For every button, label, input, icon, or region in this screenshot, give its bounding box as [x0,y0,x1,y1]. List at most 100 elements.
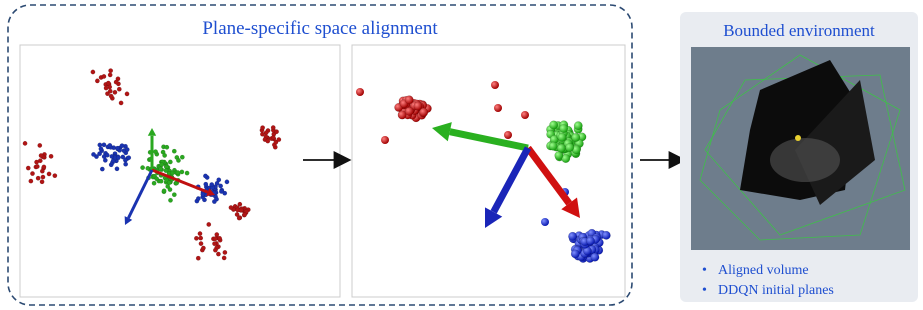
point-blue [568,232,576,240]
point-red [104,86,108,90]
point-green [572,133,580,141]
point-outlier [504,131,512,139]
point-red [23,141,27,145]
point-red [114,80,118,84]
point-green [557,144,565,152]
point-red [260,125,264,129]
point-blue [219,189,223,193]
point-green [176,170,180,174]
bullet: • [702,263,707,278]
point-red [271,135,275,139]
point-blue [210,182,214,186]
point-blue [196,196,200,200]
point-red [420,108,428,116]
point-red [26,166,30,170]
point-blue [591,253,599,261]
point-outlier [491,81,499,89]
point-red [213,248,217,252]
point-outlier [541,218,549,226]
env-title: Bounded environment [723,21,875,40]
point-green [176,158,180,162]
point-outlier [521,111,529,119]
point-blue [127,156,131,160]
point-red [223,250,227,254]
point-red [274,130,278,134]
point-red [113,90,117,94]
point-red [42,165,46,169]
point-red [38,143,42,147]
point-red [238,202,242,206]
point-green [168,160,172,164]
point-green [162,153,166,157]
point-blue [218,184,222,188]
point-red [34,160,38,164]
point-blue [102,143,106,147]
point-red [29,179,33,183]
point-red [277,137,281,141]
point-blue [201,192,205,196]
bullet-text: Aligned volume [718,263,809,278]
point-blue [115,146,119,150]
point-blue [203,174,207,178]
point-green [153,149,157,153]
point-red [102,74,106,78]
point-red [91,70,95,74]
point-red [199,241,203,245]
point-green [574,121,582,129]
page: Plane-specific space alignment Bounded e… [0,0,923,310]
point-red [215,232,219,236]
point-green [146,166,150,170]
point-red [222,256,226,260]
figure: Plane-specific space alignment Bounded e… [0,0,923,310]
bullet-text: DDQN initial planes [718,283,834,298]
point-red [198,236,202,240]
point-blue [115,167,119,171]
point-blue [121,155,125,159]
point-red [40,169,44,173]
point-red [198,231,202,235]
point-green [152,181,156,185]
point-blue [123,162,127,166]
point-red [201,246,205,250]
point-green [558,133,566,141]
point-red [108,89,112,93]
point-red [36,176,40,180]
point-blue [204,182,208,186]
point-red [49,154,53,158]
point-blue [99,147,103,151]
point-red [30,171,34,175]
point-red [196,256,200,260]
point-red [194,236,198,240]
point-red [40,180,44,184]
point-green [160,162,164,166]
point-red [216,252,220,256]
point-outlier [381,136,389,144]
point-green [549,121,557,129]
point-green [167,180,171,184]
point-blue [97,152,101,156]
point-blue [571,250,579,258]
point-blue [120,143,124,147]
point-red [35,164,39,168]
point-green [154,177,158,181]
point-red [39,153,43,157]
point-blue [105,153,109,157]
point-red [217,236,221,240]
ultrasound-texture [770,138,840,182]
point-outlier [356,88,364,96]
point-green [185,171,189,175]
point-red [109,94,113,98]
point-red [239,208,243,212]
point-red [41,175,45,179]
point-blue [125,147,129,151]
point-blue [103,158,107,162]
point-red [271,125,275,129]
point-red [108,68,112,72]
point-green [180,170,184,174]
point-red [117,87,121,91]
point-green [172,149,176,153]
center-marker [795,135,801,141]
point-green [559,124,567,132]
point-blue [108,143,112,147]
point-green [162,189,166,193]
